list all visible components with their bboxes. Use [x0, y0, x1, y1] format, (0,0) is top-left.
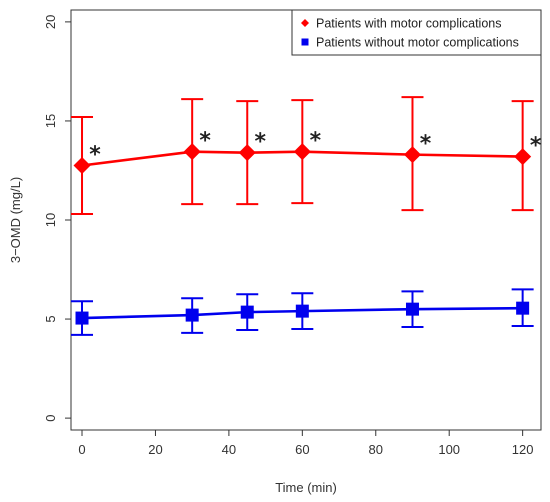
y-tick-label: 10 — [43, 213, 58, 227]
x-axis-title: Time (min) — [275, 480, 337, 495]
data-point-diamond — [403, 146, 421, 164]
y-tick-label: 20 — [43, 15, 58, 29]
x-tick-label: 0 — [78, 442, 85, 457]
series-1: * * * * * * — [71, 96, 542, 216]
data-point-diamond — [293, 143, 311, 161]
data-point-diamond — [238, 144, 256, 162]
y-axis-title: 3−OMD (mg/L) — [8, 177, 23, 263]
legend-label: Patients without motor complications — [316, 36, 519, 50]
x-tick-label: 40 — [222, 442, 236, 457]
x-tick-label: 80 — [369, 442, 383, 457]
legend-marker-square — [301, 38, 309, 46]
data-point-square — [240, 305, 254, 319]
series-line — [81, 306, 523, 320]
y-tick-label: 0 — [43, 414, 58, 421]
significance-star: * — [199, 129, 211, 154]
x-tick-label: 100 — [438, 442, 460, 457]
plot-area: 0 20 40 60 80 100 120 0 5 10 15 20 * * * * * * — [43, 9, 542, 457]
significance-star: * — [310, 129, 322, 154]
data-point-square — [405, 302, 419, 316]
legend-marker-diamond — [301, 19, 309, 27]
y-tick-label: 5 — [43, 315, 58, 322]
data-point-square — [295, 304, 309, 318]
legend-label: Patients with motor complications — [316, 17, 502, 31]
legend: Patients with motor complications Patient… — [291, 9, 542, 56]
data-point-diamond — [73, 157, 91, 175]
data-point-diamond — [183, 143, 201, 161]
series-line — [81, 150, 523, 167]
significance-star: * — [530, 134, 542, 159]
data-point-square — [516, 301, 530, 315]
significance-star: * — [89, 143, 101, 168]
significance-star: * — [254, 130, 266, 155]
data-point-square — [75, 311, 89, 325]
x-tick-label: 120 — [512, 442, 534, 457]
x-tick-label: 60 — [295, 442, 309, 457]
series-2 — [71, 288, 534, 336]
legend-box — [291, 9, 542, 56]
data-point-diamond — [514, 148, 532, 166]
y-tick-label: 15 — [43, 114, 58, 128]
significance-star: * — [420, 132, 432, 157]
data-point-square — [185, 308, 199, 322]
x-tick-label: 20 — [148, 442, 162, 457]
